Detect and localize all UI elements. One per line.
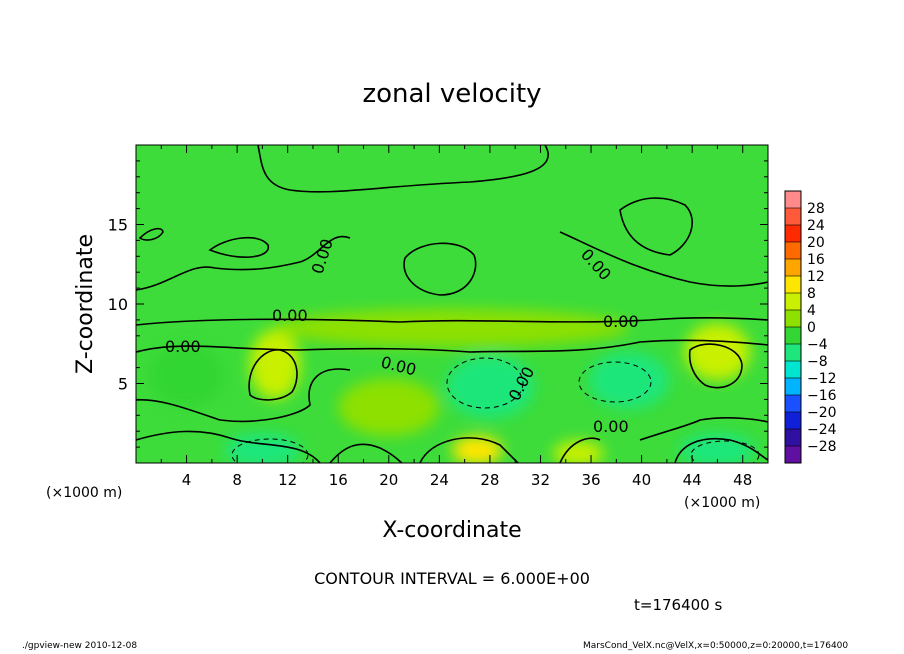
contour-interval-text: CONTOUR INTERVAL = 6.000E+00	[314, 569, 590, 588]
colorbar-segment	[785, 378, 801, 396]
x-unit-label-left: (×1000 m)	[46, 485, 122, 501]
y-axis-ticks: 5 10 15	[108, 144, 768, 464]
x-tick-label: 28	[480, 471, 499, 489]
x-unit-label-right: (×1000 m)	[684, 495, 760, 511]
x-tick-label: 36	[581, 471, 600, 489]
field-blob	[275, 308, 629, 347]
contour-label: 0.00	[165, 337, 201, 356]
contour-label: 0.00	[593, 417, 629, 436]
colorbar-label: 28	[807, 201, 825, 217]
colorbar-label: −28	[807, 439, 837, 455]
colorbar-label: 16	[807, 252, 825, 268]
colorbar-segment	[785, 259, 801, 277]
field-blob	[249, 329, 301, 400]
field-blob	[588, 351, 670, 409]
colorbar-segment	[785, 344, 801, 362]
colorbar-segment	[785, 242, 801, 260]
x-axis-ticks: 4 8 12 16 20 24 28 32 36 40 44 48	[160, 145, 769, 489]
colorbar-segment	[785, 361, 801, 379]
colorbar-label: −8	[807, 354, 828, 370]
colorbar-label: 20	[807, 235, 825, 251]
plot-area: 0.00 0.00 0.00 0.00 0.00 0.00 0.00 0.00	[136, 145, 768, 463]
y-axis-label: Z-coordinate	[73, 234, 98, 374]
colorbar-segment	[785, 293, 801, 311]
dashed-contours	[231, 357, 760, 463]
contour-label: 0.00	[603, 312, 639, 331]
colorbar-segment	[785, 310, 801, 328]
x-tick-label: 20	[379, 471, 398, 489]
y-tick-label: 15	[108, 216, 128, 235]
chart-title: zonal velocity	[362, 79, 541, 109]
x-tick-label: 40	[632, 471, 651, 489]
field-blob	[224, 432, 301, 463]
field-blob	[445, 354, 535, 419]
x-tick-label: 32	[531, 471, 550, 489]
colorbar-segment	[785, 208, 801, 226]
colorbar-label: 4	[807, 303, 816, 319]
footer-left: ./gpview-new 2010-12-08	[22, 641, 138, 651]
x-tick-label: 4	[182, 471, 192, 489]
colorbar-label: 12	[807, 269, 825, 285]
footer-right: MarsCond_VelX.nc@VelX,x=0:50000,z=0:2000…	[583, 641, 849, 651]
colorbar-segment	[785, 191, 801, 209]
x-tick-label: 44	[683, 471, 702, 489]
field-blob	[148, 343, 225, 408]
contour-lines	[136, 145, 768, 463]
colorbar-segment	[785, 412, 801, 430]
x-tick-label: 48	[733, 471, 752, 489]
colorbar-label: −24	[807, 422, 837, 438]
colorbar-label: −16	[807, 388, 837, 404]
colorbar-segment	[785, 446, 801, 464]
contour-label: 0.00	[272, 306, 308, 325]
y-tick-label: 5	[118, 375, 128, 394]
colorbar-label: −4	[807, 337, 828, 353]
colorbar-label: −12	[807, 371, 837, 387]
field-blob	[684, 323, 751, 381]
colorbar-segment	[785, 225, 801, 243]
colorbar	[784, 190, 802, 464]
x-tick-label: 12	[278, 471, 297, 489]
field-background	[136, 145, 768, 463]
x-tick-label: 8	[232, 471, 242, 489]
colorbar-segment	[785, 395, 801, 413]
colorbar-label: 0	[807, 320, 816, 336]
colorbar-label: −20	[807, 405, 837, 421]
time-label: t=176400 s	[634, 596, 722, 614]
field-blob	[338, 378, 440, 436]
x-tick-label: 16	[329, 471, 348, 489]
field-blob	[452, 435, 503, 463]
colorbar-segment	[785, 429, 801, 447]
x-axis-label: X-coordinate	[382, 518, 521, 543]
x-tick-label: 24	[430, 471, 449, 489]
colorbar-label: 8	[807, 286, 816, 302]
colorbar-segment	[785, 327, 801, 345]
colorbar-label: 24	[807, 218, 825, 234]
y-tick-label: 10	[108, 295, 128, 314]
colorbar-segment	[785, 276, 801, 294]
field-blobs	[148, 308, 756, 463]
